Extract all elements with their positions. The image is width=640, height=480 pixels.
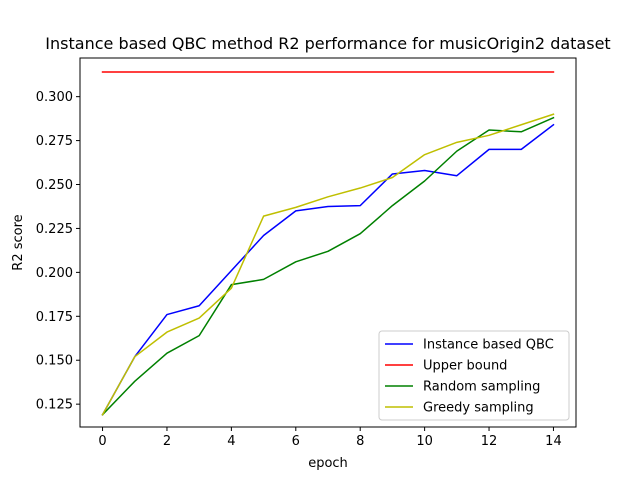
x-tick-label: 12 xyxy=(481,434,498,449)
y-tick-label: 0.200 xyxy=(36,266,73,281)
x-tick-label: 8 xyxy=(356,434,364,449)
legend-label-0: Instance based QBC xyxy=(423,338,554,353)
y-tick-label: 0.250 xyxy=(36,178,73,193)
x-tick-label: 6 xyxy=(292,434,300,449)
legend-box xyxy=(378,330,570,421)
x-tick-label: 4 xyxy=(227,434,235,449)
x-axis-label: epoch xyxy=(308,456,348,471)
x-tick-label: 10 xyxy=(416,434,433,449)
legend-label-3: Greedy sampling xyxy=(423,401,534,416)
plot-frame xyxy=(79,57,577,428)
y-tick-label: 0.300 xyxy=(36,90,73,105)
legend-label-1: Upper bound xyxy=(423,359,507,374)
series-line-3 xyxy=(101,113,555,416)
x-tick-label: 14 xyxy=(545,434,562,449)
legend-label-2: Random sampling xyxy=(423,380,540,395)
y-tick-label: 0.150 xyxy=(36,354,73,369)
series-line-0 xyxy=(101,123,555,416)
y-tick-label: 0.175 xyxy=(36,310,73,325)
y-axis: 0.125 0.150 0.175 0.200 0.225 0.250 0.275 0.300 xyxy=(36,90,80,413)
series-layer xyxy=(101,71,555,416)
y-tick-label: 0.275 xyxy=(36,134,73,149)
y-tick-label: 0.225 xyxy=(36,222,73,237)
chart-title: Instance based QBC method R2 performance… xyxy=(45,34,610,53)
legend: Instance based QBC Upper bound Random samp… xyxy=(378,330,570,421)
y-tick-label: 0.125 xyxy=(36,398,73,413)
x-axis: 0 2 4 6 8 10 12 14 xyxy=(98,427,562,449)
x-tick-label: 2 xyxy=(163,434,171,449)
y-axis-label: R2 score xyxy=(11,214,26,270)
x-tick-label: 0 xyxy=(98,434,106,449)
